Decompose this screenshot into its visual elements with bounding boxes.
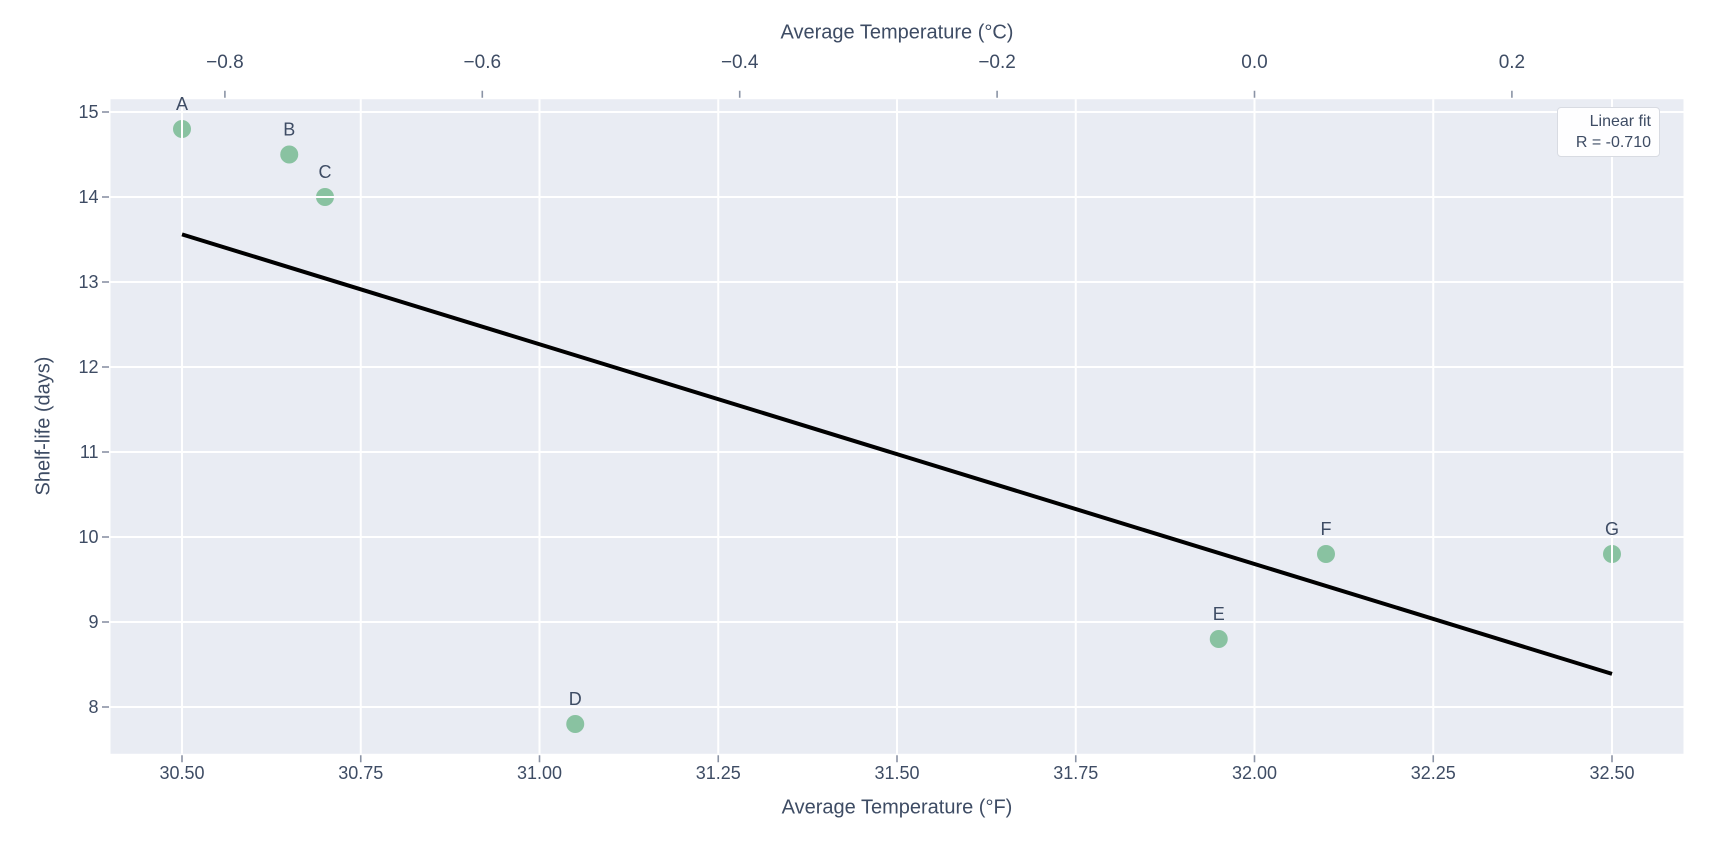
point-label-G: G xyxy=(1605,519,1619,539)
y-tick-label: 14 xyxy=(78,187,98,207)
y-tick-label: 13 xyxy=(78,272,98,292)
top-tick-label: −0.2 xyxy=(978,52,1016,73)
y-tick-label: 15 xyxy=(78,102,98,122)
data-point-F xyxy=(1317,545,1335,563)
data-point-D xyxy=(566,715,585,733)
legend-box: Linear fit R = -0.710 xyxy=(1557,107,1660,157)
top-tick-label: 0.0 xyxy=(1241,52,1267,73)
x-axis-title: Average Temperature (°F) xyxy=(781,796,1013,819)
top-tick-label: −0.6 xyxy=(464,52,502,73)
x-tick-label: 31.75 xyxy=(1053,763,1098,783)
legend-r-value: R = -0.710 xyxy=(1575,134,1651,151)
y-tick-label: 9 xyxy=(88,612,98,632)
y-tick-label: 12 xyxy=(78,357,98,377)
top-tick-label: −0.4 xyxy=(721,52,759,73)
data-point-E xyxy=(1209,630,1228,648)
point-label-E: E xyxy=(1213,604,1225,624)
y-tick-label: 10 xyxy=(78,527,98,547)
point-label-A: A xyxy=(176,94,188,114)
top-tick-label: −0.8 xyxy=(206,52,244,73)
y-tick-label: 8 xyxy=(88,697,98,717)
linear-fit-line xyxy=(181,232,1613,676)
y-axis-title: Shelf-life (days) xyxy=(32,356,55,496)
legend-fit-label: Linear fit xyxy=(1589,113,1651,130)
x-tick-label: 30.75 xyxy=(338,763,383,783)
point-label-C: C xyxy=(319,162,332,182)
x-tick-label: 32.50 xyxy=(1589,763,1634,783)
x-tick-label: 31.50 xyxy=(874,763,919,783)
point-label-D: D xyxy=(569,689,582,709)
x-tick-label: 32.00 xyxy=(1232,763,1277,783)
x-tick-label: 32.25 xyxy=(1411,763,1456,783)
x-tick-label: 31.00 xyxy=(517,763,562,783)
top-tick-label: 0.2 xyxy=(1499,52,1525,73)
data-point-B xyxy=(280,145,299,164)
y-tick-label: 11 xyxy=(80,442,99,462)
point-label-F: F xyxy=(1321,519,1332,539)
point-label-B: B xyxy=(283,120,295,140)
top-axis-title: Average Temperature (°C) xyxy=(780,21,1014,44)
x-tick-label: 30.50 xyxy=(159,763,204,783)
x-tick-label: 31.25 xyxy=(696,763,741,783)
